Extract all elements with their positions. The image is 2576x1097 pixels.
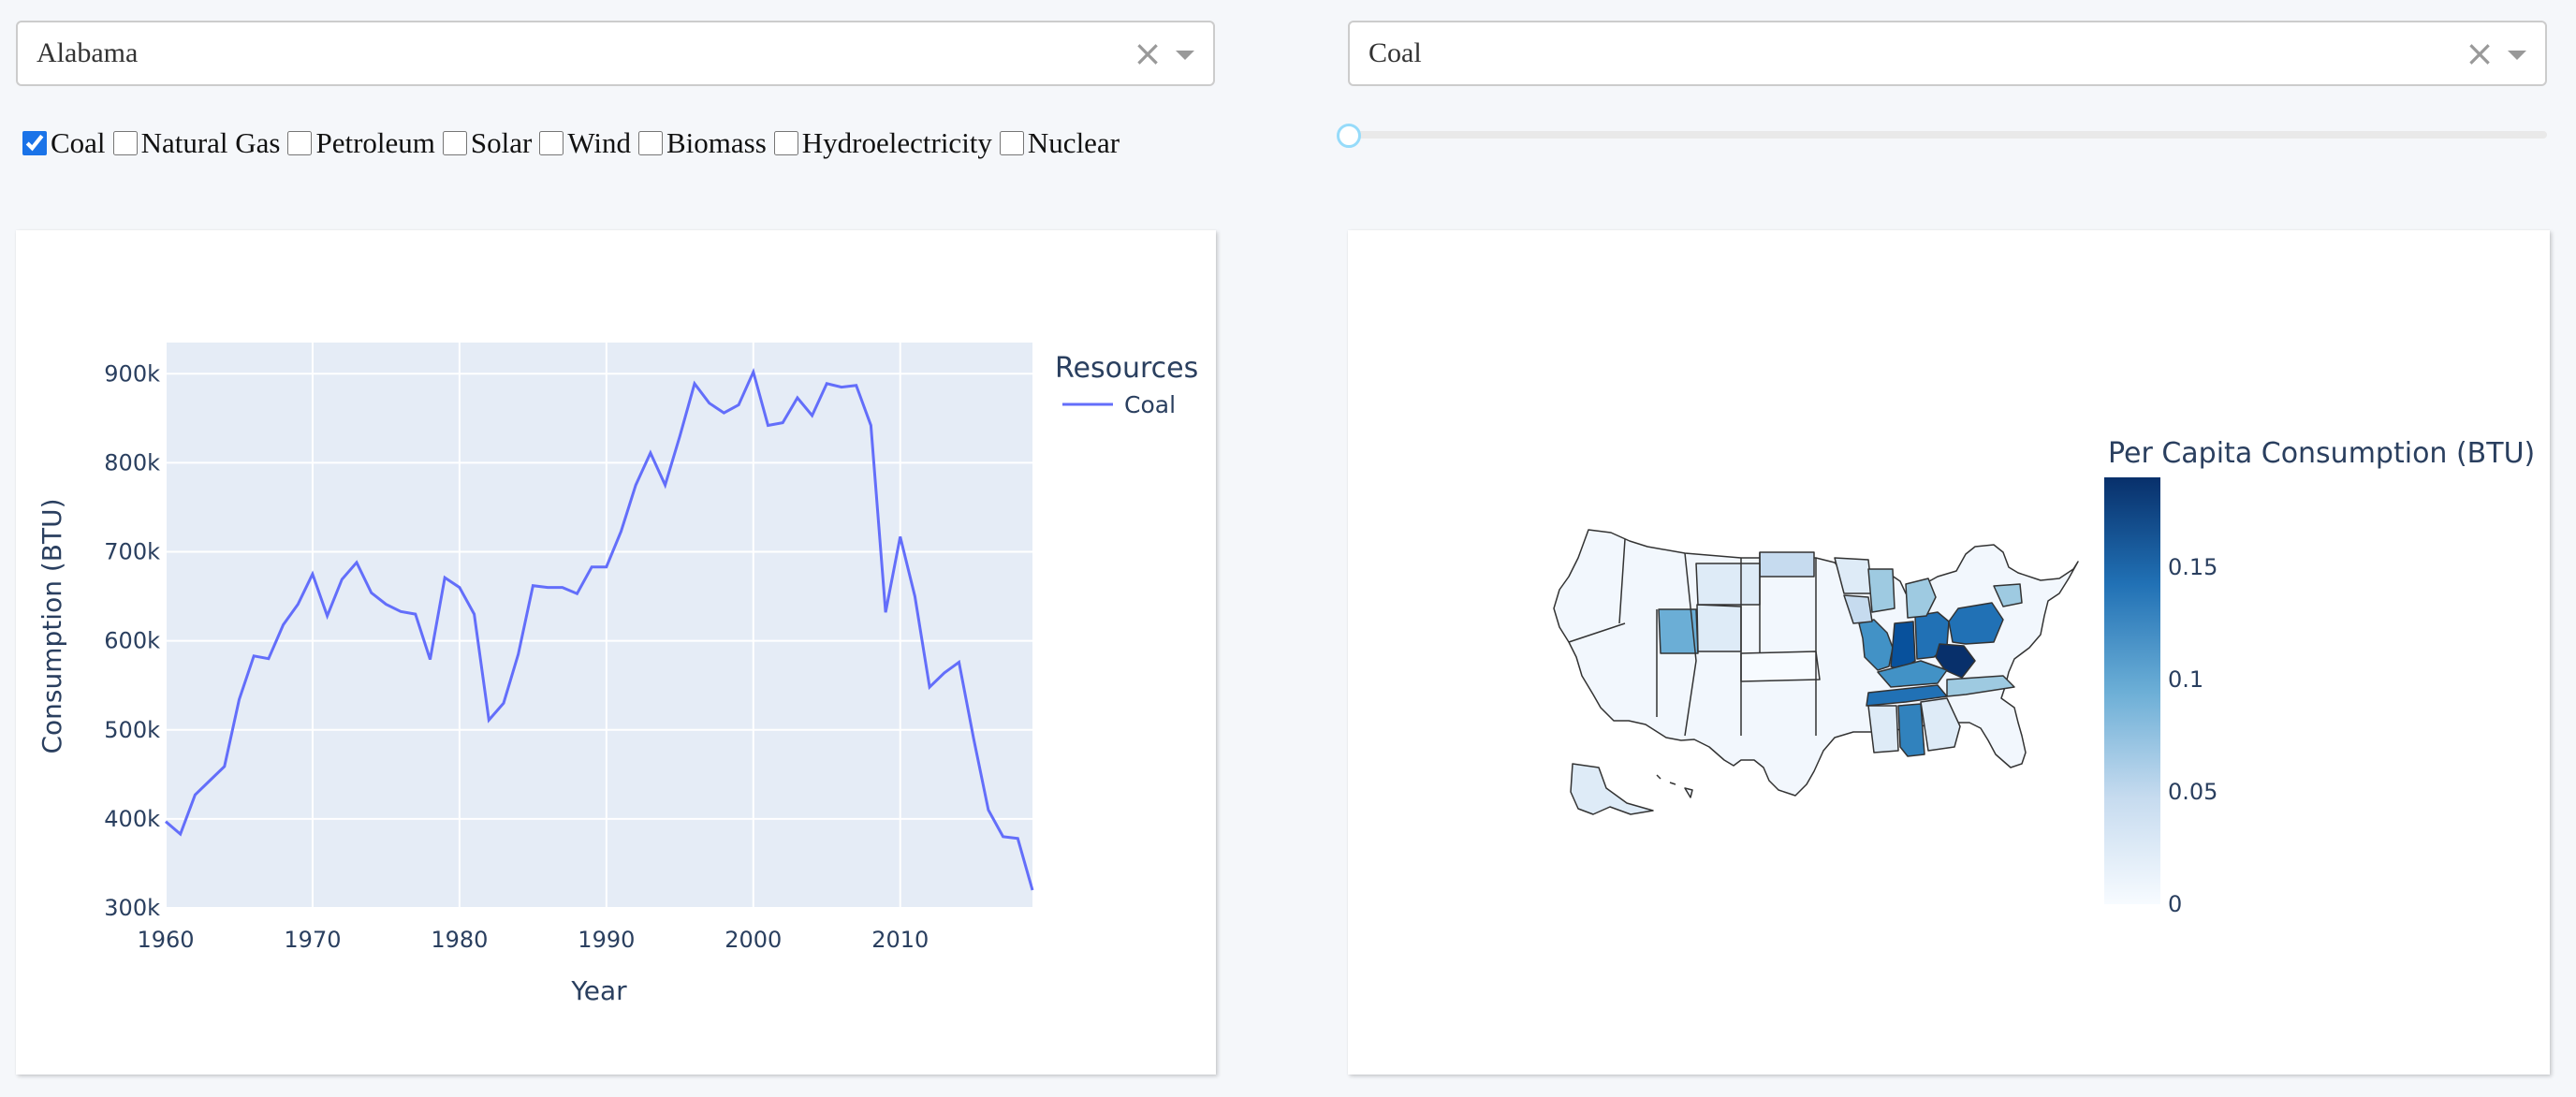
resource-option-petroleum[interactable]: Petroleum bbox=[285, 126, 435, 160]
resource-checkbox-label: Biomass bbox=[666, 126, 767, 159]
resource-dropdown-value: Coal bbox=[1368, 37, 1422, 68]
state-utah bbox=[1658, 608, 1699, 654]
legend-entry-coal[interactable]: Coal bbox=[1124, 391, 1176, 418]
resource-option-solar[interactable]: Solar bbox=[441, 126, 532, 160]
colorbar bbox=[2104, 477, 2160, 904]
resource-checkbox-label: Natural Gas bbox=[140, 126, 281, 159]
resource-checkbox-label: Wind bbox=[567, 126, 631, 159]
state-tennessee bbox=[1866, 684, 1948, 707]
resource-option-wind[interactable]: Wind bbox=[537, 126, 631, 160]
state-mississippi bbox=[1867, 705, 1899, 753]
state-pennsylvania bbox=[1948, 602, 2004, 645]
x-tick-label: 1990 bbox=[578, 927, 635, 953]
state-illinois bbox=[1858, 619, 1894, 671]
line-chart-panel: 1960 1970 1980 1990 2000 2010 300k 400k 500k 600k… bbox=[16, 230, 1216, 1075]
plot-area bbox=[166, 343, 1032, 908]
colorbar-tick-label: 0.05 bbox=[2168, 779, 2217, 805]
state-virginia bbox=[1946, 675, 2015, 697]
state-alabama bbox=[1897, 703, 1925, 757]
x-tick-label: 2010 bbox=[871, 927, 929, 953]
resource-checkbox[interactable] bbox=[999, 131, 1024, 155]
map-panel: Per Capita Consumption (BTU) 0 0.05 0.1 0.1… bbox=[1348, 230, 2550, 1075]
clear-x-icon[interactable]: × bbox=[1133, 33, 1163, 74]
resource-checkbox-label: Nuclear bbox=[1027, 126, 1120, 159]
y-tick-label: 300k bbox=[104, 895, 160, 921]
year-slider-handle[interactable] bbox=[1337, 124, 1361, 148]
x-tick-label: 1960 bbox=[137, 927, 194, 953]
colorbar-tick-label: 0.15 bbox=[2168, 554, 2217, 580]
resource-checkbox[interactable] bbox=[112, 131, 138, 155]
year-slider-track[interactable] bbox=[1348, 131, 2547, 139]
resource-checkbox[interactable] bbox=[22, 131, 47, 155]
resource-checkbox-label: Hydroelectricity bbox=[801, 126, 992, 159]
resource-checkbox[interactable] bbox=[539, 131, 564, 155]
resource-checkbox-label: Coal bbox=[51, 126, 106, 159]
resource-option-biomass[interactable]: Biomass bbox=[637, 126, 767, 160]
colorbar-tick-label: 0 bbox=[2168, 891, 2182, 917]
state-alaska bbox=[1570, 763, 1654, 815]
legend-title: Resources bbox=[1055, 352, 1198, 385]
state-wisconsin bbox=[1867, 568, 1895, 613]
chevron-down-icon[interactable] bbox=[2508, 51, 2526, 60]
state-north-dakota bbox=[1759, 551, 1815, 578]
state-colorado bbox=[1696, 604, 1742, 652]
x-axis-label: Year bbox=[570, 975, 627, 1006]
resource-option-hydroelectricity[interactable]: Hydroelectricity bbox=[772, 126, 992, 160]
state-dropdown[interactable]: Alabama × bbox=[16, 21, 1215, 86]
y-tick-label: 600k bbox=[104, 628, 160, 654]
resource-checkbox[interactable] bbox=[442, 131, 467, 155]
resource-dropdown[interactable]: Coal × bbox=[1348, 21, 2547, 86]
choropleth-map: Per Capita Consumption (BTU) 0 0.05 0.1 0.1… bbox=[1553, 437, 2535, 917]
resource-checkbox[interactable] bbox=[287, 131, 313, 155]
state-georgia bbox=[1920, 697, 1961, 752]
state-wyoming bbox=[1695, 563, 1761, 606]
resource-option-nuclear[interactable]: Nuclear bbox=[998, 126, 1120, 160]
y-tick-label: 700k bbox=[104, 539, 160, 565]
colorbar-tick-label: 0.1 bbox=[2168, 666, 2203, 693]
y-tick-label: 500k bbox=[104, 717, 160, 743]
y-tick-label: 400k bbox=[104, 806, 160, 832]
line-chart: 1960 1970 1980 1990 2000 2010 300k 400k 500k 600k… bbox=[37, 343, 1198, 1006]
state-kansas bbox=[1740, 651, 1821, 682]
state-iowa bbox=[1843, 594, 1873, 624]
x-tick-label: 1980 bbox=[431, 927, 488, 953]
clear-x-icon[interactable]: × bbox=[2465, 33, 2495, 74]
colorbar-title: Per Capita Consumption (BTU) bbox=[2108, 437, 2535, 470]
y-tick-label: 800k bbox=[104, 449, 160, 475]
y-axis-label: Consumption (BTU) bbox=[37, 499, 67, 754]
us-map[interactable] bbox=[1553, 529, 2079, 815]
x-tick-label: 2000 bbox=[724, 927, 782, 953]
state-michigan bbox=[1905, 578, 1937, 619]
y-tick-label: 900k bbox=[104, 360, 160, 387]
x-tick-label: 1970 bbox=[284, 927, 341, 953]
resource-option-coal[interactable]: Coal bbox=[21, 126, 106, 160]
state-dropdown-value: Alabama bbox=[37, 37, 139, 68]
state-kentucky bbox=[1877, 660, 1948, 688]
resource-checklist: Coal Natural Gas Petroleum Solar Wind Biomass… bbox=[21, 124, 1125, 162]
resource-option-natural-gas[interactable]: Natural Gas bbox=[111, 126, 281, 160]
state-new-york bbox=[1993, 583, 2023, 607]
series-line-coal bbox=[165, 367, 1034, 891]
resource-checkbox-label: Petroleum bbox=[315, 126, 435, 159]
chevron-down-icon[interactable] bbox=[1176, 51, 1194, 60]
resource-checkbox[interactable] bbox=[773, 131, 798, 155]
resource-checkbox-label: Solar bbox=[470, 126, 533, 159]
state-hawaii bbox=[1656, 774, 1693, 798]
resource-checkbox[interactable] bbox=[637, 131, 663, 155]
